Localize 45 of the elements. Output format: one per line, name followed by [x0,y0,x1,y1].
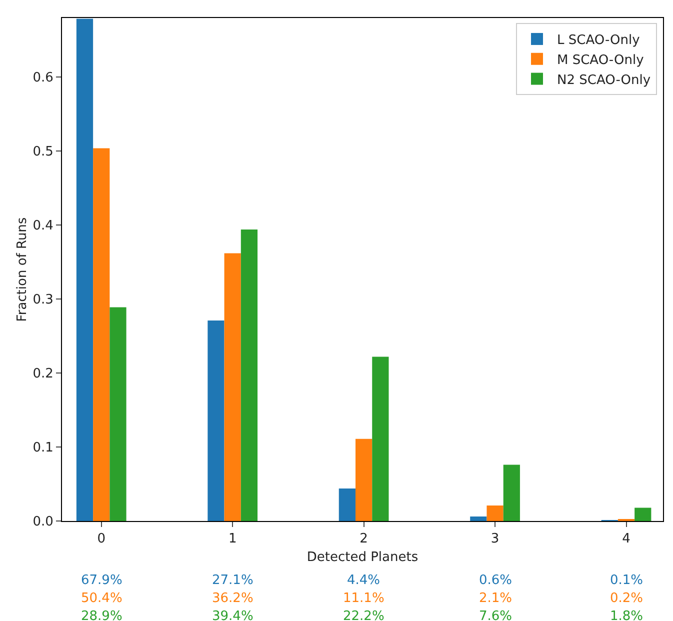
bar [356,438,372,521]
data-label: 39.4% [212,609,254,621]
x-tick-label: 2 [360,532,368,547]
y-tick-label: 0.0 [32,514,54,530]
bar [76,18,94,521]
data-label: 2.1% [479,591,512,606]
data-label: 4.4% [347,573,380,588]
data-label: 50.4% [81,591,122,606]
y-tick-label: 0.5 [32,144,54,160]
legend-label: M SCAO-Only [556,52,644,68]
x-tick-label: 1 [228,532,237,547]
data-label: 0.2% [610,591,644,606]
y-tick-label: 0.2 [32,366,54,382]
data-label: 36.2% [212,591,254,606]
bar [93,148,110,521]
bar [486,505,504,521]
data-label: 67.9% [81,573,122,588]
bar [634,508,652,521]
data-label: 0.6% [479,573,512,588]
y-tick-label: 0.3 [32,292,54,308]
x-tick-label: 4 [622,532,630,547]
y-axis-title: Fraction of Runs [15,217,30,322]
data-label: 1.8% [610,609,644,621]
legend-label: N2 SCAO-Only [556,72,651,88]
y-tick-label: 0.1 [32,440,54,456]
x-axis-title: Detected Planets [306,550,418,566]
x-tick-label: 3 [490,532,500,547]
bar [470,516,487,521]
bar [110,307,126,521]
bar [224,253,241,521]
y-tick-label: 0.4 [32,218,54,234]
data-label: 7.6% [479,609,512,621]
data-label: 11.1% [343,591,384,606]
y-tick-label: 0.6 [32,70,54,86]
bar [240,230,258,521]
data-label: 22.2% [343,609,384,621]
data-label: 27.1% [212,573,254,588]
data-label: 0.1% [610,573,644,588]
data-label: 28.9% [81,609,122,621]
bar [372,356,389,521]
legend-label: L SCAO-Only [556,33,640,48]
bar [338,488,356,521]
bar [208,320,224,521]
bar [503,464,520,521]
x-tick-label: 0 [97,532,106,547]
